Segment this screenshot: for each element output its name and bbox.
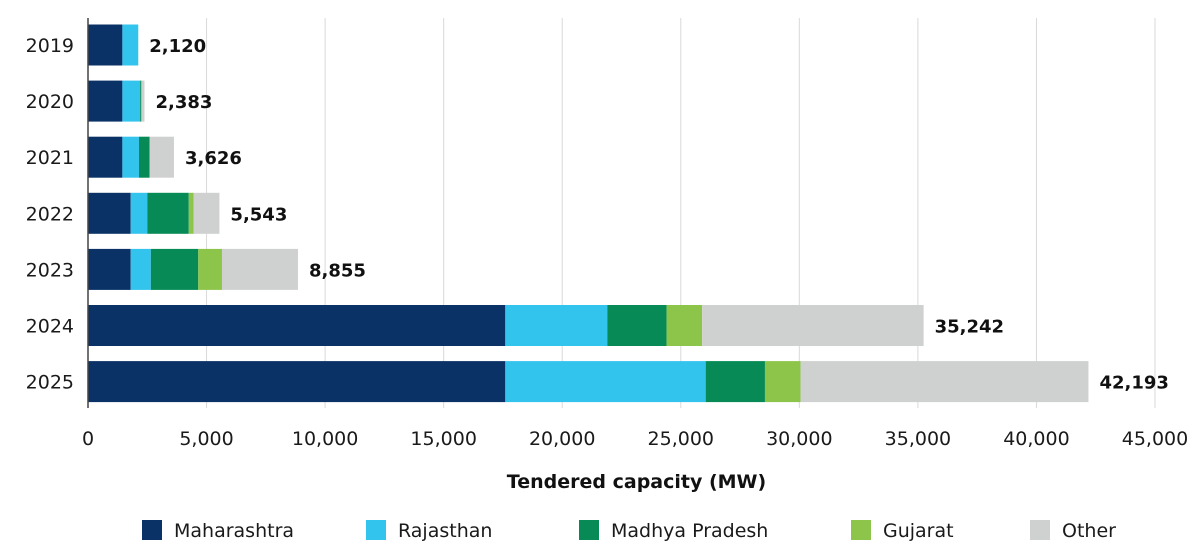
y-tick-2024: 2024: [26, 316, 74, 338]
bar-2019-rajasthan: [122, 24, 139, 66]
bar-2022-gujarat: [188, 192, 194, 234]
y-tick-2020: 2020: [26, 91, 74, 113]
legend: Maharashtra Rajasthan Madhya Pradesh Gujara…: [142, 520, 1116, 542]
y-tick-2025: 2025: [26, 372, 74, 394]
x-tick-0: 0: [82, 428, 94, 450]
total-label-2021: 3,626: [185, 148, 242, 169]
bar-2023-gujarat: [198, 248, 222, 290]
total-label-2020: 2,383: [156, 92, 213, 113]
x-axis-title: Tendered capacity (MW): [507, 471, 766, 493]
bar-2019-maharashtra: [88, 24, 123, 66]
legend-swatch-gujarat: [851, 520, 871, 540]
bar-2025-maharashtra: [88, 361, 506, 403]
total-label-2023: 8,855: [309, 260, 366, 281]
legend-swatch-other: [1030, 520, 1050, 540]
y-tick-2022: 2022: [26, 203, 74, 225]
legend-label-rajasthan: Rajasthan: [398, 520, 492, 542]
total-label-2024: 35,242: [935, 317, 1004, 338]
bar-2024-rajasthan: [505, 305, 608, 346]
bar-2024-other: [702, 305, 924, 346]
legend-swatch-madhya-pradesh: [579, 520, 599, 540]
bar-2020-rajasthan: [122, 80, 141, 122]
bar-2021-other: [149, 136, 174, 178]
bar-2021-maharashtra: [88, 136, 123, 178]
bar-2023-madhya-pradesh: [150, 248, 199, 290]
bar-2024-gujarat: [666, 305, 703, 346]
y-tick-2023: 2023: [26, 259, 74, 281]
bar-2023-maharashtra: [88, 248, 131, 290]
bar-2025-other: [800, 361, 1089, 403]
bar-2021-madhya-pradesh: [138, 136, 150, 178]
x-tick-8: 40,000: [1003, 428, 1069, 450]
x-tick-9: 45,000: [1122, 428, 1188, 450]
bar-2025-madhya-pradesh: [705, 361, 765, 403]
gridlines: [206, 18, 1156, 408]
bars: [88, 24, 1089, 403]
legend-label-maharashtra: Maharashtra: [174, 520, 294, 542]
bar-2024-maharashtra: [88, 305, 506, 346]
x-tick-5: 25,000: [648, 428, 714, 450]
bar-2022-rajasthan: [130, 192, 148, 234]
y-tick-2019: 2019: [26, 35, 74, 57]
bar-2021-rajasthan: [122, 136, 139, 178]
bar-2024-madhya-pradesh: [607, 305, 667, 346]
legend-label-other: Other: [1062, 520, 1116, 542]
bar-2023-other: [221, 248, 298, 290]
x-tick-2: 10,000: [292, 428, 358, 450]
x-tick-4: 20,000: [529, 428, 595, 450]
y-tick-2021: 2021: [26, 147, 74, 169]
bar-2025-gujarat: [764, 361, 801, 403]
bar-2025-rajasthan: [505, 361, 706, 403]
bar-2022-maharashtra: [88, 192, 131, 234]
bar-total-labels: 2,120 2,383 3,626 5,543 8,855 35,242 42,193: [149, 36, 1169, 394]
bar-2022-madhya-pradesh: [147, 192, 189, 234]
bar-2023-rajasthan: [130, 248, 151, 290]
legend-label-madhya-pradesh: Madhya Pradesh: [611, 520, 768, 542]
total-label-2025: 42,193: [1099, 373, 1168, 394]
bar-2020-maharashtra: [88, 80, 123, 122]
legend-label-gujarat: Gujarat: [883, 520, 954, 542]
x-tick-3: 15,000: [410, 428, 476, 450]
bar-2020-madhya-pradesh: [140, 80, 142, 122]
bar-2020-other: [141, 80, 145, 122]
legend-swatch-maharashtra: [142, 520, 162, 540]
total-label-2019: 2,120: [149, 36, 206, 57]
x-tick-labels: 0 5,000 10,000 15,000 20,000 25,000 30,000 35,0…: [82, 428, 1188, 450]
x-tick-1: 5,000: [179, 428, 233, 450]
bar-2022-other: [193, 192, 220, 234]
x-tick-6: 30,000: [766, 428, 832, 450]
total-label-2022: 5,543: [230, 204, 287, 225]
y-tick-labels: 2019 2020 2021 2022 2023 2024 2025: [26, 35, 74, 394]
x-tick-7: 35,000: [885, 428, 951, 450]
legend-swatch-rajasthan: [366, 520, 386, 540]
